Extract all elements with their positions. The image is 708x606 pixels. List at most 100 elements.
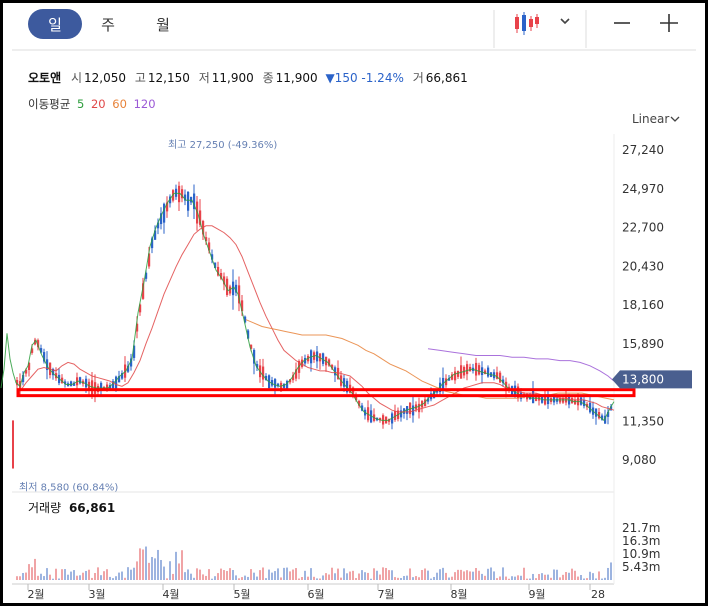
candle-body (589, 402, 592, 413)
candle-body (181, 189, 184, 199)
volume-bar (106, 569, 108, 580)
chevron-down-icon[interactable] (560, 18, 570, 25)
candle-body (544, 396, 547, 405)
volume-bar (301, 576, 303, 580)
volume-bar (76, 575, 78, 580)
tab-month[interactable]: 월 (156, 16, 170, 34)
volume-bar (496, 578, 498, 580)
volume-bar (604, 577, 606, 580)
time-tick: 9월 (528, 588, 545, 601)
volume-bar (31, 567, 33, 580)
candle-body (238, 285, 241, 304)
candle-body (145, 272, 148, 279)
scale-chevron-icon[interactable] (670, 116, 680, 122)
candle-body (205, 237, 208, 242)
volume-bar (175, 551, 177, 580)
volume-bar (97, 567, 99, 580)
candle-body (379, 417, 382, 421)
scale-selector[interactable]: Linear (632, 112, 669, 126)
volume-tick: 10.9m (622, 547, 660, 561)
volume-bar (358, 573, 360, 580)
volume-bar (532, 573, 534, 580)
volume-bar (523, 567, 525, 580)
volume-bar (40, 573, 42, 580)
volume-bar (91, 577, 93, 580)
volume-bar (469, 571, 471, 580)
volume-bar (586, 578, 588, 580)
price-tick: 18,160 (622, 298, 664, 312)
volume-bar (184, 572, 186, 580)
candle-body (28, 362, 31, 370)
candle-body (43, 352, 46, 362)
volume-bar (214, 576, 216, 580)
volume-bar (160, 559, 162, 580)
volume-bar (295, 568, 297, 580)
candle-body (607, 411, 610, 417)
candle-body (166, 202, 169, 212)
volume-bar (346, 573, 348, 580)
volume-bar (286, 567, 288, 580)
candle-body (31, 348, 34, 353)
volume-bar (556, 569, 558, 580)
volume-bar (520, 575, 522, 580)
candle-body (187, 191, 190, 211)
volume-bar (430, 578, 432, 580)
volume-bar (478, 570, 480, 580)
volume-bar (61, 569, 63, 580)
volume-bar (448, 577, 450, 580)
candle-body (271, 380, 274, 386)
candle-body (394, 411, 397, 421)
candle-body (484, 370, 487, 375)
candle-body (382, 415, 385, 425)
volume-bar (250, 569, 252, 580)
plus-icon[interactable] (660, 14, 678, 32)
tab-week[interactable]: 주 (101, 16, 115, 34)
volume-bar (85, 570, 87, 580)
volume-bar (337, 568, 339, 580)
volume-bar (241, 577, 243, 580)
volume-bar (169, 561, 171, 580)
change-value: ▼150 -1.24% (325, 71, 403, 85)
volume-bar (592, 573, 594, 580)
candle-body (388, 419, 391, 422)
candle-body (112, 381, 115, 389)
candle-body (286, 381, 289, 389)
candle-body (208, 242, 211, 251)
volume-bar (37, 575, 39, 580)
candle-body (121, 372, 124, 379)
volume-bar (130, 569, 132, 580)
volume-bar (316, 578, 318, 580)
volume-value: 66,861 (426, 71, 468, 85)
ma-legend-120: 120 (134, 97, 156, 111)
volume-bar (421, 569, 423, 580)
candle-body (154, 230, 157, 240)
volume-bar (385, 567, 387, 580)
candlestick-icon[interactable] (515, 12, 539, 35)
volume-bar (307, 576, 309, 580)
open-value: 12,050 (84, 71, 126, 85)
time-tick: 2월 (27, 588, 44, 601)
current-price-tag: 13,800 (612, 370, 692, 389)
volume-bar (292, 569, 294, 580)
volume-bar (367, 572, 369, 580)
volume-tick: 16.3m (622, 534, 660, 548)
candle-body (52, 368, 55, 376)
price-tick: 27,240 (622, 143, 664, 157)
volume-bar (220, 568, 222, 580)
candle-body (136, 323, 139, 332)
tab-day[interactable]: 일 (48, 16, 62, 34)
candle-body (247, 330, 250, 339)
volume-bar (322, 575, 324, 580)
volume-bar (505, 576, 507, 580)
low-label: 저 (199, 71, 210, 85)
volume-bar (412, 577, 414, 580)
tab-day-bg[interactable] (28, 9, 82, 39)
candle-body (226, 278, 229, 296)
volume-bar (487, 568, 489, 580)
volume-bar (208, 569, 210, 580)
candle-body (478, 365, 481, 375)
candle-body (127, 365, 130, 372)
volume-bar (361, 570, 363, 580)
candle-body (295, 369, 298, 379)
volume-bar (100, 575, 102, 580)
